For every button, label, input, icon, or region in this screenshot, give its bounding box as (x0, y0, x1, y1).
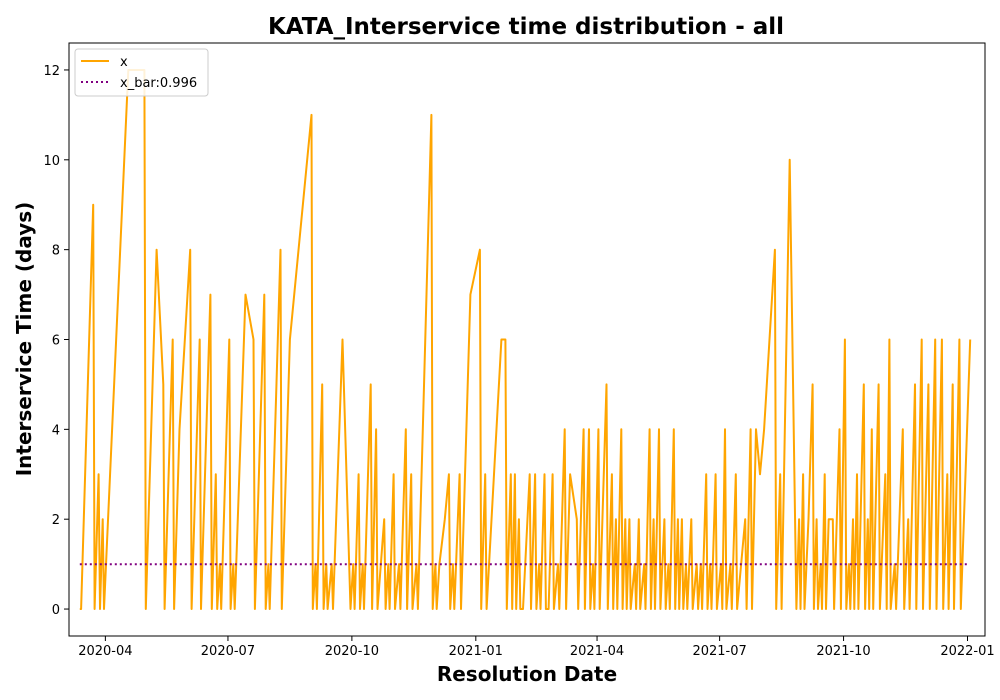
series-line-x (79, 69, 972, 610)
x-tick-label: 2021-10 (816, 644, 870, 659)
x-axis-ticks: 2020-04 2020-07 2020-10 2021-01 2021-04 2021-… (78, 636, 995, 659)
y-tick-label: 8 (52, 244, 60, 259)
y-tick-label: 10 (43, 154, 60, 169)
x-tick-label: 2020-10 (325, 644, 379, 659)
y-tick-label: 6 (52, 334, 60, 349)
y-tick-label: 12 (43, 64, 60, 79)
y-tick-label: 4 (52, 423, 60, 438)
x-tick-label: 2021-01 (449, 644, 503, 659)
x-axis-label: Resolution Date (437, 662, 617, 686)
plot-area (79, 69, 972, 610)
y-axis-ticks: 0 2 4 6 8 10 12 (43, 64, 69, 618)
x-tick-label: 2020-07 (201, 644, 255, 659)
y-tick-label: 0 (52, 603, 60, 618)
y-tick-label: 2 (52, 513, 60, 528)
legend: x x_bar:0.996 (74, 48, 209, 97)
y-axis-label: Interservice Time (days) (12, 202, 36, 477)
x-tick-label: 2021-07 (692, 644, 746, 659)
x-tick-label: 2021-04 (570, 644, 624, 659)
legend-label-x-bar: x_bar:0.996 (120, 76, 197, 91)
chart-title: KATA_Interservice time distribution - al… (268, 14, 784, 40)
legend-label-x: x (120, 55, 128, 70)
x-tick-label: 2020-04 (78, 644, 132, 659)
x-tick-label: 2022-01 (940, 644, 994, 659)
